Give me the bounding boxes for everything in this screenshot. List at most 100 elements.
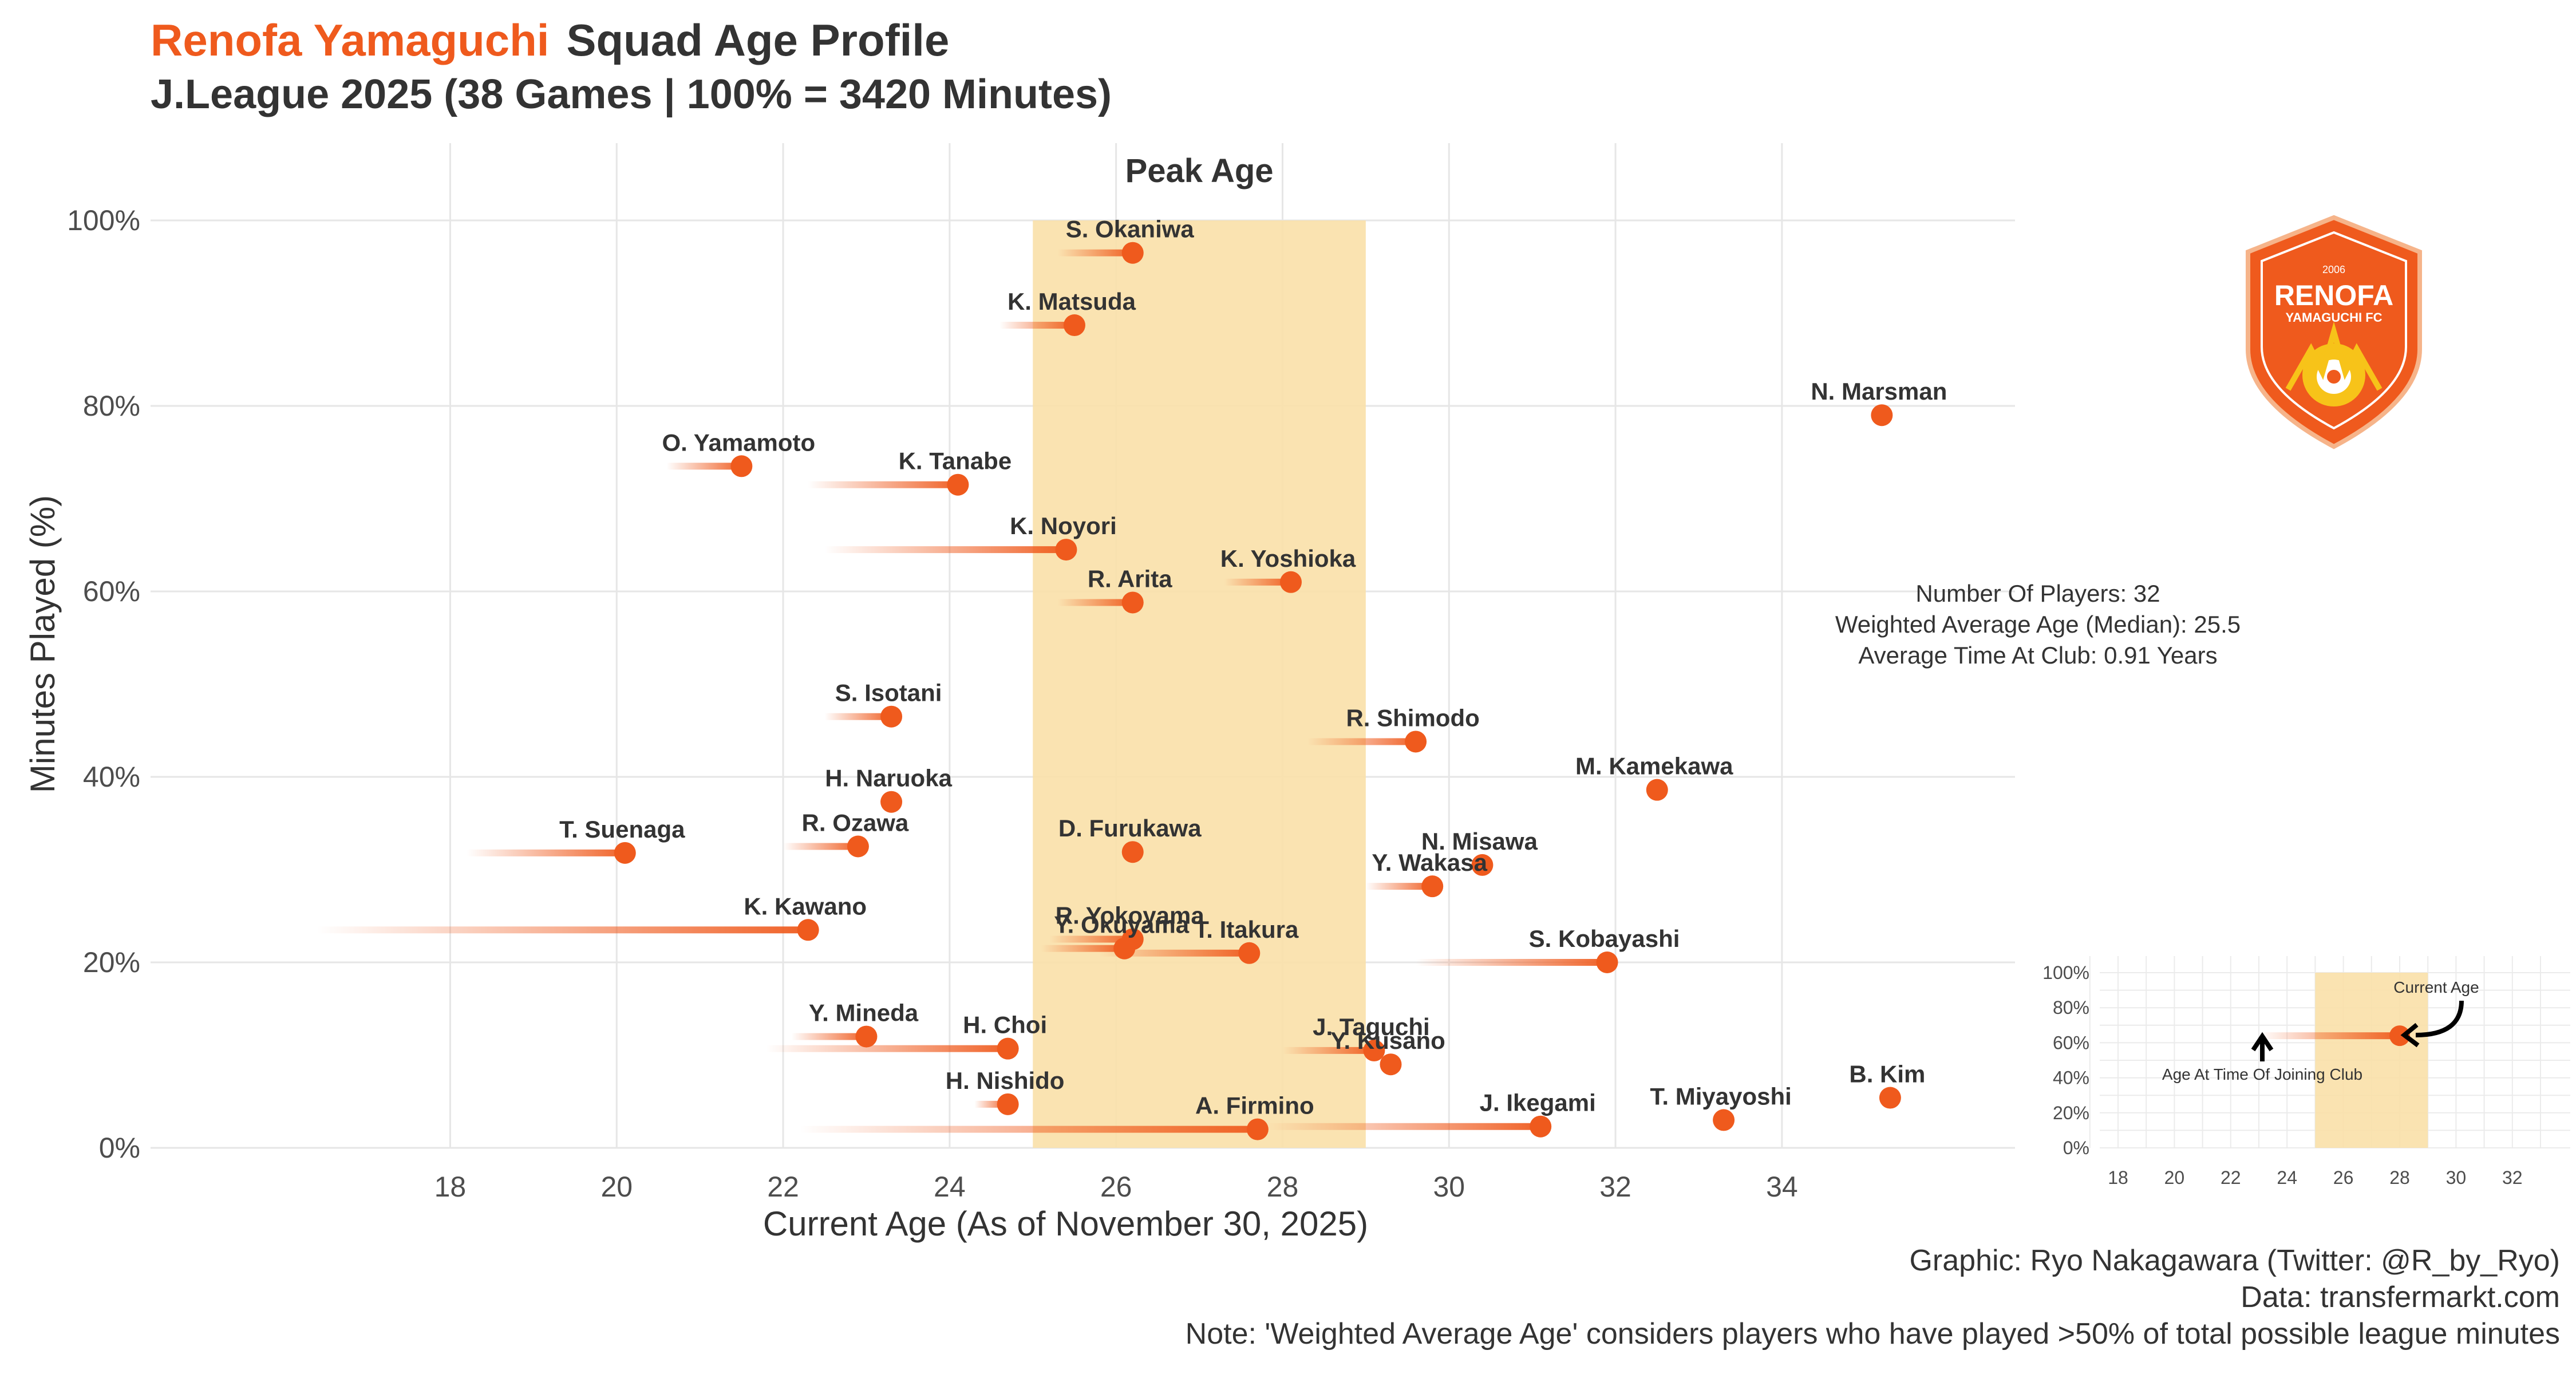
y-tick-label: 40% <box>83 761 140 793</box>
player-point <box>1405 731 1427 753</box>
player-label: H. Choi <box>963 1012 1047 1039</box>
player-point <box>1121 591 1144 614</box>
player-point <box>1121 242 1144 264</box>
player-label: Y. Mineda <box>809 1000 919 1026</box>
tenure-segment <box>317 926 808 934</box>
tenure-segment <box>766 1045 1008 1052</box>
player-label: Y. Kusano <box>1330 1027 1445 1054</box>
legend-inset: 18 20 22 24 26 28 30 32 0% 20% 40% 60% 80% 100% Curre… <box>2042 956 2570 1188</box>
stat-players: Number Of Players: 32 <box>1915 580 2160 607</box>
inset-x-tick-label: 26 <box>2333 1167 2354 1188</box>
tenure-segment <box>783 843 858 850</box>
y-tick-label: 80% <box>83 390 140 422</box>
player-point <box>1380 1053 1402 1076</box>
credits: Graphic: Ryo Nakagawara (Twitter: @R_by_… <box>1186 1242 2560 1352</box>
stat-time-at-club: Average Time At Club: 0.91 Years <box>1858 642 2218 669</box>
tenure-segment <box>824 546 1066 554</box>
inset-tenure-segment <box>2259 1032 2400 1040</box>
player-point <box>997 1093 1019 1115</box>
inset-y-tick-label: 80% <box>2053 997 2089 1018</box>
player-label: K. Yoshioka <box>1220 545 1356 572</box>
y-tick-label: 60% <box>83 575 140 607</box>
tenure-segment <box>1057 249 1133 256</box>
tenure-segment <box>1266 1123 1541 1130</box>
player-point <box>1113 937 1136 960</box>
player-label: A. Firmino <box>1195 1092 1314 1119</box>
chart-title: Renofa Yamaguchi Squad Age Profile <box>151 15 949 65</box>
inset-current-arrowhead <box>2400 1022 2420 1048</box>
inset-peak-age-band <box>2315 973 2428 1148</box>
inset-x-tick-label: 32 <box>2502 1167 2523 1188</box>
x-tick-label: 22 <box>767 1171 799 1203</box>
player-point <box>1246 1118 1269 1140</box>
player-label: Y. Wakasa <box>1372 849 1487 876</box>
player-label: M. Kamekawa <box>1575 753 1733 780</box>
x-tick-label: 30 <box>1433 1171 1465 1203</box>
logo-name: RENOFA <box>2274 279 2393 311</box>
x-axis-title: Current Age (As of November 30, 2025) <box>763 1205 1368 1243</box>
tenure-segment <box>1282 1047 1374 1054</box>
player-label: T. Suenaga <box>559 816 685 843</box>
inset-current-arrow <box>2415 1000 2464 1037</box>
player-label: H. Nishido <box>946 1067 1065 1094</box>
inset-x-tick-label: 28 <box>2389 1167 2410 1188</box>
y-tick-label: 20% <box>83 946 140 978</box>
tenure-segment <box>1307 738 1416 745</box>
inset-joined-label: Age At Time Of Joining Club <box>2162 1065 2362 1083</box>
x-tick-label: 24 <box>934 1171 966 1203</box>
y-tick-label: 100% <box>67 204 140 236</box>
player-point <box>1363 1039 1385 1061</box>
player-label: R. Shimodo <box>1346 704 1479 731</box>
player-label: J. Ikegami <box>1480 1089 1596 1116</box>
tenure-segment <box>1099 949 1250 957</box>
tenure-segment <box>808 481 958 488</box>
inset-x-tick-label: 20 <box>2164 1167 2185 1188</box>
tenure-segment <box>1416 959 1607 966</box>
player-point <box>1121 841 1144 863</box>
x-tick-label: 20 <box>600 1171 633 1203</box>
player-point <box>797 919 819 941</box>
player-point <box>1421 875 1444 898</box>
player-label: H. Naruoka <box>825 765 952 792</box>
player-label: K. Kawano <box>744 893 867 919</box>
x-tick-label: 32 <box>1599 1171 1631 1203</box>
player-label: R. Yokoyama <box>1056 902 1205 929</box>
tenure-segment <box>800 1126 1258 1133</box>
player-label: K. Tanabe <box>899 448 1012 475</box>
tenure-segment <box>1224 578 1291 586</box>
player-point <box>880 705 903 728</box>
club-logo: 2006 RENOFA YAMAGUCHI FC <box>2246 215 2422 449</box>
x-tick-label: 18 <box>434 1171 467 1203</box>
x-tick-label: 28 <box>1267 1171 1299 1203</box>
player-label: T. Itakura <box>1194 916 1299 943</box>
tenure-segment <box>1049 935 1133 943</box>
tenure-segment <box>1365 883 1433 890</box>
inset-y-tick-label: 0% <box>2063 1138 2089 1158</box>
tenure-segment <box>999 322 1074 329</box>
player-point <box>1238 942 1261 964</box>
inset-x-tick-label: 22 <box>2221 1167 2241 1188</box>
inset-x-tick-label: 30 <box>2446 1167 2467 1188</box>
x-tick-label: 26 <box>1100 1171 1132 1203</box>
player-point <box>730 455 753 477</box>
tenure-segment <box>791 1033 867 1040</box>
player-label: N. Marsman <box>1811 378 1947 405</box>
logo-sub: YAMAGUCHI FC <box>2285 310 2382 325</box>
player-point <box>1596 951 1618 973</box>
stat-weighted-age: Weighted Average Age (Median): 25.5 <box>1835 611 2241 638</box>
player-point <box>1063 314 1085 337</box>
player-label: Y. Okuyama <box>1054 911 1189 938</box>
tenure-segment <box>1057 599 1133 606</box>
logo-year: 2006 <box>2322 264 2345 275</box>
player-point <box>947 473 969 496</box>
player-point <box>855 1025 878 1048</box>
tenure-segment <box>824 713 892 720</box>
player-point <box>1471 854 1494 876</box>
inset-x-tick-label: 18 <box>2108 1167 2128 1188</box>
chart-subtitle: J.League 2025 (38 Games | 100% = 3420 Mi… <box>151 72 1112 117</box>
player-label: T. Miyayoshi <box>1650 1083 1791 1110</box>
player-label: S. Isotani <box>835 680 942 706</box>
player-point <box>1871 404 1893 427</box>
player-point <box>1530 1115 1552 1138</box>
